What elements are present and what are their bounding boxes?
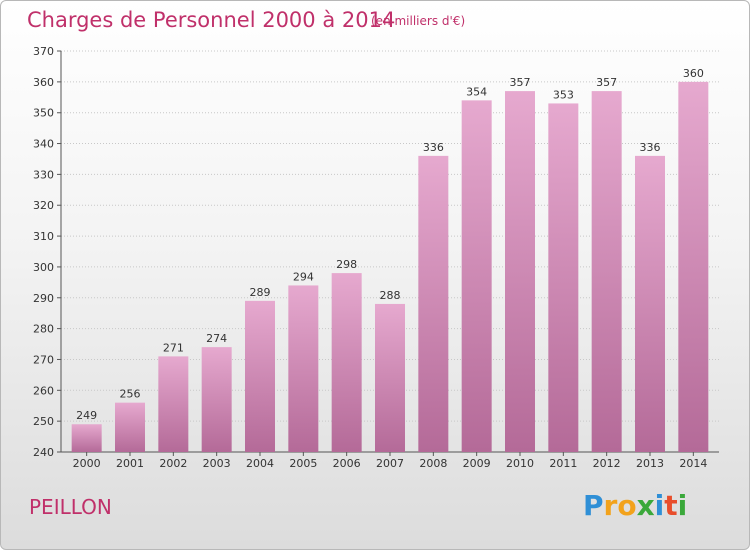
x-tick-label: 2006 (333, 457, 361, 470)
y-tick-label: 260 (33, 384, 54, 397)
data-label: 357 (596, 76, 617, 89)
x-tick-label: 2005 (289, 457, 317, 470)
data-labels: 249 256 271 274 289 294 298 288 336 354 357 353 357 3… (76, 67, 704, 422)
bar-2007 (375, 303, 405, 452)
brand-letter: P (583, 489, 604, 522)
x-tick-label: 2013 (636, 457, 664, 470)
data-label: 288 (380, 289, 401, 302)
bar-2012 (591, 91, 622, 452)
bar-2004 (245, 300, 275, 452)
chart-title: Charges de Personnel 2000 à 2014 (27, 8, 396, 32)
x-tick-label: 2008 (419, 457, 447, 470)
y-tick-label: 280 (33, 323, 54, 336)
bar-2000 (71, 424, 102, 452)
data-label: 294 (293, 270, 314, 283)
x-tick-label: 2002 (159, 457, 187, 470)
axes: 240 250 260 270 280 290 300 310 320 330 340 350 360 3… (33, 45, 719, 470)
data-label: 289 (250, 286, 271, 299)
y-tick-label: 270 (33, 353, 54, 366)
data-label: 360 (683, 67, 704, 80)
y-tick-label: 240 (33, 446, 54, 459)
x-tick-label: 2007 (376, 457, 404, 470)
bar-2009 (461, 100, 492, 452)
bar-2002 (158, 356, 189, 452)
brand-letter: i (654, 489, 665, 522)
data-label: 336 (423, 141, 444, 154)
data-label: 357 (510, 76, 531, 89)
data-label: 353 (553, 88, 574, 101)
chart-subtitle: (en milliers d'€) (371, 14, 466, 28)
brand-logo: Proxiti (583, 489, 687, 522)
x-tick-label: 2003 (203, 457, 231, 470)
x-tick-label: 2004 (246, 457, 274, 470)
brand-letter: o (617, 489, 637, 522)
x-tick-label: 2011 (549, 457, 577, 470)
y-tick-label: 330 (33, 168, 54, 181)
y-tick-label: 350 (33, 107, 54, 120)
bar-2003 (201, 347, 232, 452)
brand-letter: i (677, 489, 688, 522)
x-tick-label: 2010 (506, 457, 534, 470)
y-tick-label: 340 (33, 138, 54, 151)
bar-2010 (505, 91, 535, 452)
data-label: 271 (163, 341, 184, 354)
brand-letter: x (636, 489, 655, 522)
bar-2014 (678, 81, 709, 452)
data-label: 256 (120, 388, 141, 401)
x-tick-label: 2000 (73, 457, 101, 470)
y-tick-label: 310 (33, 230, 54, 243)
y-tick-label: 300 (33, 261, 54, 274)
y-tick-label: 370 (33, 45, 54, 58)
y-tick-label: 290 (33, 292, 54, 305)
x-tick-label: 2012 (593, 457, 621, 470)
commune-name: PEILLON (29, 495, 112, 519)
data-label: 274 (206, 332, 227, 345)
data-label: 336 (640, 141, 661, 154)
bar-2006 (331, 273, 362, 452)
x-tick-label: 2001 (116, 457, 144, 470)
y-tick-label: 250 (33, 415, 54, 428)
bar-2011 (548, 103, 579, 452)
brand-letter: t (664, 489, 678, 522)
data-label: 354 (466, 85, 487, 98)
bar-2013 (635, 155, 665, 452)
bar-2005 (288, 285, 319, 452)
y-tick-label: 320 (33, 199, 54, 212)
data-label: 298 (336, 258, 357, 271)
x-tick-label: 2009 (463, 457, 491, 470)
x-tick-label: 2014 (679, 457, 707, 470)
bars (71, 81, 709, 452)
bar-2001 (115, 402, 145, 452)
brand-letter: r (603, 489, 618, 522)
data-label: 249 (76, 409, 97, 422)
bar-2008 (418, 155, 449, 452)
y-tick-label: 360 (33, 76, 54, 89)
